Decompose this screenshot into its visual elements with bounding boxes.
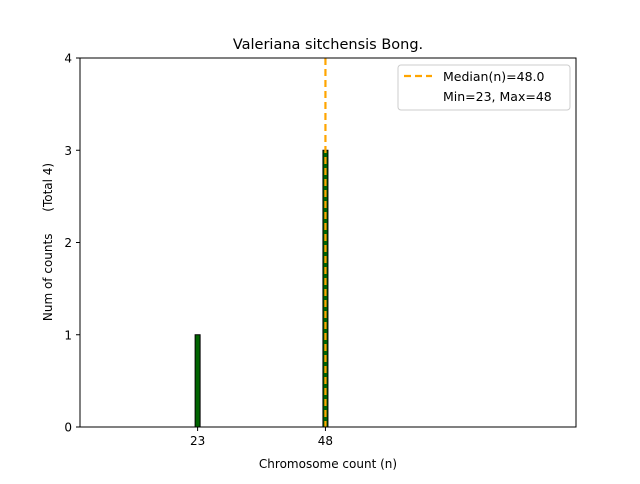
y-tick-label: 0: [64, 421, 72, 435]
svg-text:Num of counts (Total 4): Num of counts (Total 4): [41, 163, 55, 321]
y-axis-ticks: 0 1 2 3 4: [64, 52, 80, 435]
x-tick-label: 23: [190, 434, 205, 448]
y-tick-label: 2: [64, 236, 72, 250]
chart-title: Valeriana sitchensis Bong.: [233, 37, 423, 53]
legend-box: [397, 64, 571, 111]
x-tick-label: 48: [318, 434, 333, 448]
y-axis-label: Num of counts: [41, 234, 55, 322]
y-tick-label: 4: [64, 52, 72, 66]
y-axis-total-label: (Total 4): [41, 163, 55, 212]
x-axis-label: Chromosome count (n): [259, 457, 397, 471]
legend-range-label: Min=23, Max=48: [443, 89, 552, 104]
legend-median-label: Median(n)=48.0: [443, 69, 544, 84]
x-axis-ticks: 23 48: [190, 427, 333, 448]
y-tick-label: 1: [64, 328, 72, 342]
y-tick-label: 3: [64, 144, 72, 158]
legend: Median(n)=48.0 Min=23, Max=48: [397, 64, 571, 111]
bar-n-23: [194, 334, 201, 428]
axes-frame: [79, 57, 577, 428]
